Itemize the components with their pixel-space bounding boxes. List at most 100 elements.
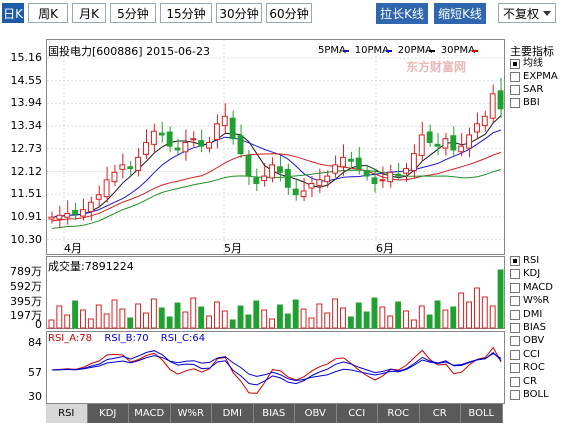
candle-body [261,175,268,182]
indicator-option[interactable]: EXPMA [510,71,558,83]
candle-body [379,179,386,182]
sub-indicator-option[interactable]: OBV [510,335,544,347]
candle-body [292,188,299,196]
sub-indicator-option-label: MACD [523,281,553,293]
indicator-tab[interactable]: CR [419,404,461,423]
period-tab[interactable]: 月K [72,3,106,23]
volume-bar [127,317,134,329]
checkbox-icon[interactable] [510,256,520,266]
volume-bar [253,300,260,329]
checkbox-icon[interactable] [510,85,520,95]
candle-body [103,179,110,198]
sub-indicator-option[interactable]: KDJ [510,268,540,280]
indicator-option[interactable]: SAR [510,84,543,96]
checkbox-icon[interactable] [510,376,520,387]
indicator-option-label: EXPMA [523,71,558,82]
indicator-tab[interactable]: W%R [170,404,212,423]
volume-bar [473,287,480,329]
candle-body [269,164,276,179]
volume-bar [481,296,488,329]
stretch-kline-button[interactable]: 拉长K线 [376,3,428,24]
sub-indicator-option[interactable]: ROC [510,362,545,374]
volume-bar [48,319,55,329]
candle-body [371,177,378,185]
stock-label: 国投电力[600886] 2015-06-23 [48,45,210,58]
checkbox-icon[interactable] [510,296,520,307]
indicator-tab[interactable]: CCI [336,404,378,423]
checkbox-icon[interactable] [510,363,520,374]
grid-lines [47,40,504,254]
price-tick: 12.12 [10,164,43,178]
candle-body [497,90,504,110]
sub-indicator-option-label: CCI [523,348,540,360]
candle-body [56,214,63,220]
checkbox-icon[interactable] [510,390,520,400]
period-tab[interactable]: 15分钟 [160,3,212,23]
volume-bar [489,305,496,329]
sub-indicator-option[interactable]: RSI [510,255,539,267]
checkbox-icon[interactable] [510,309,520,320]
checkbox-icon[interactable] [510,98,520,108]
checkbox-icon[interactable] [510,323,520,333]
checkbox-icon[interactable] [510,269,520,280]
indicator-option[interactable]: BBI [510,97,540,109]
candle-body [324,175,331,183]
period-tab[interactable]: 5分钟 [110,3,156,23]
volume-bar [158,307,165,329]
period-tab[interactable]: 周K [28,3,68,23]
sub-indicator-option[interactable]: CR [510,376,537,388]
volume-bar [213,301,220,329]
indicator-tab[interactable]: RSI [46,404,88,423]
indicator-option-label: 均线 [523,58,543,69]
indicator-tab[interactable]: BIAS [253,404,295,423]
candle-body [277,166,283,173]
volume-bar [340,307,346,329]
volume-tick: 395万 [10,295,42,308]
indicator-tab[interactable]: MACD [129,404,171,423]
indicator-option[interactable]: 均线 [510,58,543,70]
shrink-kline-button[interactable]: 缩短K线 [434,3,486,24]
price-tick: 10.91 [10,209,43,223]
checkbox-icon[interactable] [510,349,520,360]
sub-indicator-option[interactable]: CCI [510,349,540,361]
volume-bar [119,308,126,329]
volume-bar [347,316,354,329]
candle-body [127,166,134,170]
checkbox-icon[interactable] [510,72,520,82]
rsi-tick: 57 [28,366,42,379]
ma-legend-swatch [471,50,478,52]
rsi-legend-label: RSI_B:70 [104,333,149,344]
indicator-option-label: BBI [523,97,540,108]
sub-indicator-option[interactable]: W%R [510,295,549,307]
indicator-tab[interactable]: ROC [378,404,420,423]
candle-body [340,156,346,168]
sub-indicator-option-label: OBV [523,335,545,347]
indicator-tab[interactable]: DMI [212,404,254,423]
candle-body [316,179,323,186]
volume-bar [64,314,71,329]
candle-body [87,201,94,213]
candle-body [135,156,142,171]
candle-body [198,140,205,147]
volume-bar [95,304,102,329]
sub-indicator-option[interactable]: MACD [510,282,553,294]
checkbox-icon[interactable] [510,59,520,69]
period-tab[interactable]: 30分钟 [216,3,262,23]
sub-indicator-option[interactable]: BOLL [510,389,549,401]
adjust-select-value: 不复权 [503,7,540,21]
sub-indicator-option[interactable]: BIAS [510,322,546,334]
adjust-select[interactable]: 不复权 [498,3,556,23]
period-tab[interactable]: 60分钟 [266,3,312,23]
sub-indicator-option-label: RSI [523,255,540,266]
checkbox-icon[interactable] [510,336,520,347]
indicator-tab[interactable]: KDJ [87,404,129,423]
indicator-tab[interactable]: BOLL [461,404,503,423]
candle-body [410,153,417,171]
sub-indicator-option-label: DMI [523,308,543,320]
period-tab[interactable]: 日K [2,3,24,23]
checkbox-icon[interactable] [510,282,520,293]
indicator-tab[interactable]: OBV [295,404,337,423]
rsi-line [51,352,502,382]
candle-body [481,115,488,127]
sub-indicator-option[interactable]: DMI [510,309,542,321]
